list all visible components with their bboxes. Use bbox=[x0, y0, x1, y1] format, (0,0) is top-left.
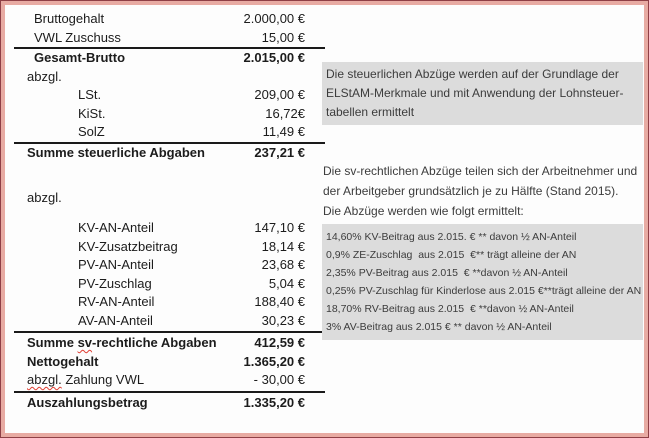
note-line: Die Abzüge werden wie folgt ermittelt: bbox=[323, 204, 524, 218]
row-abzgl-steuer: abzgl. bbox=[5, 68, 327, 87]
row-summe-steuerliche-abgaben: Summe steuerliche Abgaben 237,21 € bbox=[5, 144, 327, 163]
row-value: 15,00 € bbox=[261, 29, 305, 45]
row-label: Bruttogehalt bbox=[34, 11, 105, 26]
row-label: VWL Zuschuss bbox=[34, 29, 121, 45]
label-part: Summe bbox=[27, 335, 78, 350]
divider-line bbox=[14, 47, 325, 49]
row-value: 1.365,20 € bbox=[243, 353, 305, 369]
note-sv-explanation: Die sv-rechtlichen Abzüge teilen sich de… bbox=[322, 161, 643, 221]
row-value: 188,40 € bbox=[254, 294, 305, 309]
row-pv-an-anteil: PV-AN-Anteil 23,68 € bbox=[5, 256, 327, 275]
row-label: KV-Zusatzbeitrag bbox=[78, 238, 178, 254]
row-kv-zusatzbeitrag: KV-Zusatzbeitrag 18,14 € bbox=[5, 238, 327, 257]
row-abzgl-sv: abzgl. bbox=[5, 189, 327, 208]
row-value: 2.000,00 € bbox=[243, 11, 305, 26]
row-value: 18,14 € bbox=[261, 238, 305, 254]
payroll-document: Bruttogehalt 2.000,00 € VWL Zuschuss 15,… bbox=[5, 5, 644, 433]
row-label: PV-Zuschlag bbox=[78, 275, 152, 291]
row-label: KiSt. bbox=[78, 105, 106, 121]
note-sv-rates-list: 14,60% KV-Beitrag aus 2.015. € ** davon … bbox=[322, 224, 643, 340]
row-label: Nettogehalt bbox=[27, 353, 99, 369]
note-line: 18,70% RV-Beitrag aus 2.015 € **davon ½ … bbox=[326, 303, 574, 315]
row-value: 23,68 € bbox=[261, 257, 305, 272]
row-value: 209,00 € bbox=[254, 87, 305, 102]
row-label: abzgl. Zahlung VWL bbox=[5, 371, 144, 390]
row-value: 16,72€ bbox=[265, 105, 305, 121]
note-tax-explanation: Die steuerlichen Abzüge werden auf der G… bbox=[322, 62, 643, 125]
row-label: LSt. bbox=[78, 87, 102, 102]
row-value: 5,04 € bbox=[268, 275, 305, 291]
row-label: abzgl. bbox=[27, 68, 62, 84]
row-label: SolZ bbox=[78, 124, 105, 139]
row-kist: KiSt. 16,72€ bbox=[5, 105, 327, 124]
note-line: 0,9% ZE-Zuschlag aus 2.015 €** trägt all… bbox=[326, 249, 577, 261]
row-value: 1.335,20 € bbox=[243, 394, 305, 410]
row-label: Summe steuerliche Abgaben bbox=[27, 144, 205, 160]
row-abzgl-zahlung-vwl: abzgl. Zahlung VWL - 30,00 € bbox=[5, 371, 327, 390]
note-line: 0,25% PV-Zuschlag für Kinderlose aus 2.0… bbox=[326, 285, 642, 297]
note-line: 3% AV-Beitrag aus 2.015 € ** davon ½ AN-… bbox=[326, 321, 552, 333]
row-rv-an-anteil: RV-AN-Anteil 188,40 € bbox=[5, 293, 327, 312]
row-kv-an-anteil: KV-AN-Anteil 147,10 € bbox=[5, 219, 327, 238]
divider-line bbox=[14, 331, 325, 333]
row-label: KV-AN-Anteil bbox=[78, 220, 154, 235]
divider-line bbox=[14, 390, 325, 393]
spacer bbox=[5, 162, 327, 189]
row-nettogehalt: Nettogehalt 1.365,20 € bbox=[5, 353, 327, 372]
row-solz: SolZ 11,49 € bbox=[5, 123, 327, 142]
note-line: tabellen ermittelt bbox=[326, 105, 415, 119]
notes-column: Die steuerlichen Abzüge werden auf der G… bbox=[322, 5, 643, 340]
row-bruttogehalt: Bruttogehalt 2.000,00 € bbox=[5, 10, 327, 29]
row-value: 30,23 € bbox=[261, 312, 305, 328]
row-av-an-anteil: AV-AN-Anteil 30,23 € bbox=[5, 312, 327, 331]
misspelled-word: abzgl. bbox=[27, 372, 62, 387]
row-value: 147,10 € bbox=[254, 220, 305, 235]
row-pv-zuschlag: PV-Zuschlag 5,04 € bbox=[5, 275, 327, 294]
row-label: Gesamt-Brutto bbox=[34, 50, 126, 65]
row-summe-sv-rechtliche-abgaben: Summe sv-rechtliche Abgaben 412,59 € bbox=[5, 334, 327, 353]
row-label: Summe sv-rechtliche Abgaben bbox=[5, 334, 217, 353]
payroll-table: Bruttogehalt 2.000,00 € VWL Zuschuss 15,… bbox=[5, 5, 327, 412]
row-gesamt-brutto: Gesamt-Brutto 2.015,00 € bbox=[5, 49, 327, 68]
row-label: abzgl. bbox=[27, 190, 62, 205]
row-lst: LSt. 209,00 € bbox=[5, 86, 327, 105]
spacer bbox=[5, 208, 327, 220]
row-value: 412,59 € bbox=[254, 335, 305, 350]
note-line: der Arbeitgeber grundsätzlich je zu Hälf… bbox=[323, 184, 619, 198]
label-part: Zahlung VWL bbox=[61, 372, 145, 387]
row-auszahlungsbetrag: Auszahlungsbetrag 1.335,20 € bbox=[5, 394, 327, 413]
label-part: -rechtliche Abgaben bbox=[92, 335, 217, 350]
note-line: 14,60% KV-Beitrag aus 2.015. € ** davon … bbox=[326, 231, 577, 243]
note-line: ELStAM-Merkmale und mit Anwendung der Lo… bbox=[326, 86, 624, 100]
row-value: 11,49 € bbox=[262, 124, 305, 139]
note-line: 2,35% PV-Beitrag aus 2.015 € **davon ½ A… bbox=[326, 267, 568, 279]
row-value: - 30,00 € bbox=[253, 372, 305, 387]
row-value: 2.015,00 € bbox=[243, 50, 305, 65]
note-line: Die sv-rechtlichen Abzüge teilen sich de… bbox=[323, 164, 638, 178]
row-label: RV-AN-Anteil bbox=[78, 294, 155, 309]
row-label: PV-AN-Anteil bbox=[78, 257, 154, 272]
row-vwl-zuschuss: VWL Zuschuss 15,00 € bbox=[5, 29, 327, 48]
row-label: AV-AN-Anteil bbox=[78, 312, 153, 328]
divider-line bbox=[14, 141, 325, 144]
misspelled-word: sv bbox=[77, 335, 93, 350]
row-label: Auszahlungsbetrag bbox=[27, 394, 148, 410]
row-value: 237,21 € bbox=[254, 144, 305, 160]
note-line: Die steuerlichen Abzüge werden auf der G… bbox=[326, 67, 619, 81]
